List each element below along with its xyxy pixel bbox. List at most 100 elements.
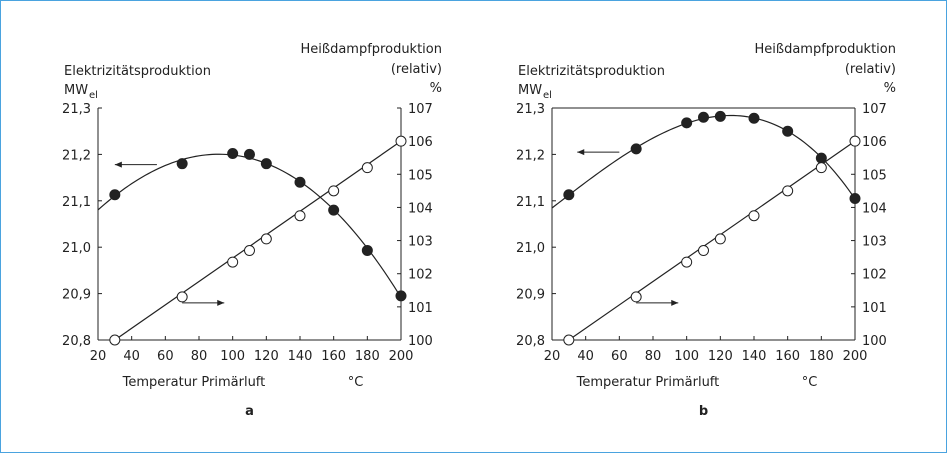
arrow-left-icon: [114, 161, 122, 168]
right-tick-label: 102: [408, 268, 433, 283]
left-tick-label: 20,8: [62, 334, 91, 349]
x-tick-label: 120: [254, 349, 279, 364]
steam-point: [361, 162, 373, 174]
right-axis-title-line2: (relativ): [391, 62, 442, 77]
chart-panel-b: 20 40 60 80 100 120 140 160 180 200 20,8 20,9 21,0 21…: [516, 42, 896, 419]
arrow-left-icon: [577, 149, 585, 156]
x-tick-label: 140: [288, 349, 313, 364]
steam-point: [849, 135, 861, 147]
right-tick-label: 101: [862, 301, 887, 316]
electricity-point: [849, 192, 861, 204]
x-axis-label: Temperatur Primärluft: [122, 375, 266, 390]
x-tick-label: 20: [544, 349, 561, 364]
electricity-point: [176, 158, 188, 170]
x-tick-label: 60: [157, 349, 174, 364]
left-tick-label: 20,8: [516, 334, 545, 349]
x-tick-label: 80: [645, 349, 662, 364]
right-tick-label: 104: [862, 201, 887, 216]
steam-point: [782, 185, 794, 197]
steam-line: [568, 140, 856, 341]
steam-point: [176, 291, 188, 303]
x-axis-label: Temperatur Primärluft: [576, 375, 720, 390]
steam-point: [563, 334, 575, 346]
left-tick-label: 21,0: [62, 241, 91, 256]
electricity-point: [748, 112, 760, 124]
electricity-point: [630, 143, 642, 155]
electricity-point: [294, 176, 306, 188]
right-axis-title: Heißdampfproduktion: [755, 42, 896, 57]
right-axis-unit: %: [884, 81, 896, 96]
steam-point: [748, 210, 760, 222]
right-tick-label: 106: [408, 135, 433, 150]
steam-point: [328, 185, 340, 197]
left-axis-unit-subscript: el: [543, 90, 552, 101]
x-tick-label: 60: [611, 349, 628, 364]
steam-point: [714, 233, 726, 245]
x-tick-label: 40: [577, 349, 594, 364]
right-tick-label: 107: [862, 102, 887, 117]
left-tick-label: 21,0: [516, 241, 545, 256]
steam-point: [395, 135, 407, 147]
electricity-point: [681, 117, 693, 129]
left-tick-label: 21,1: [516, 195, 545, 210]
electricity-point: [109, 189, 121, 201]
steam-point: [630, 291, 642, 303]
right-axis-title: Heißdampfproduktion: [301, 42, 442, 57]
steam-point: [698, 245, 709, 257]
left-axis-title: Elektrizitätsproduktion: [518, 64, 665, 79]
x-tick-label: 100: [220, 349, 245, 364]
electricity-point: [227, 147, 239, 159]
right-tick-label: 105: [408, 168, 433, 183]
arrow-right-icon: [671, 299, 679, 306]
x-tick-label: 20: [90, 349, 107, 364]
left-tick-label: 20,9: [516, 288, 545, 303]
left-tick-label: 21,2: [516, 148, 545, 163]
chart-panel-a: 20 40 60 80 100 120 140 160 180 200 20,8 20,9 21,0 21…: [62, 42, 442, 419]
x-tick-label: 160: [775, 349, 800, 364]
left-axis-unit: MW: [64, 83, 88, 98]
right-tick-label: 103: [862, 235, 887, 250]
x-tick-label: 160: [321, 349, 346, 364]
electricity-point: [815, 152, 827, 164]
x-tick-label: 120: [708, 349, 733, 364]
steam-point: [109, 334, 121, 346]
x-tick-label: 40: [123, 349, 140, 364]
electricity-point: [782, 125, 794, 137]
electricity-point: [328, 204, 340, 216]
electricity-curve: [551, 114, 856, 209]
x-tick-label: 140: [742, 349, 767, 364]
x-tick-label: 100: [674, 349, 699, 364]
steam-point: [227, 256, 239, 268]
x-tick-label: 80: [191, 349, 208, 364]
electricity-point: [395, 290, 407, 302]
left-tick-label: 21,3: [62, 102, 91, 117]
left-axis-title: Elektrizitätsproduktion: [64, 64, 211, 79]
right-tick-label: 103: [408, 235, 433, 250]
right-tick-label: 105: [862, 168, 887, 183]
panel-label: b: [699, 404, 708, 419]
steam-point: [244, 245, 255, 257]
left-tick-label: 20,9: [62, 288, 91, 303]
steam-point: [294, 210, 306, 222]
electricity-point: [361, 244, 373, 256]
right-axis-unit: %: [430, 81, 442, 96]
arrow-right-icon: [217, 299, 225, 306]
electricity-point: [260, 158, 272, 170]
right-axis-title-line2: (relativ): [845, 62, 896, 77]
x-axis-unit: °C: [802, 375, 818, 390]
x-axis-unit: °C: [348, 375, 364, 390]
right-tick-label: 106: [862, 135, 887, 150]
right-tick-label: 101: [408, 301, 433, 316]
x-tick-label: 200: [389, 349, 414, 364]
steam-point: [815, 162, 827, 174]
left-axis-unit: MW: [518, 83, 542, 98]
right-tick-label: 102: [862, 268, 887, 283]
x-tick-label: 180: [809, 349, 834, 364]
right-tick-label: 100: [862, 334, 887, 349]
steam-point: [681, 256, 693, 268]
electricity-point: [698, 111, 709, 123]
electricity-point: [244, 148, 255, 160]
x-tick-label: 200: [843, 349, 868, 364]
